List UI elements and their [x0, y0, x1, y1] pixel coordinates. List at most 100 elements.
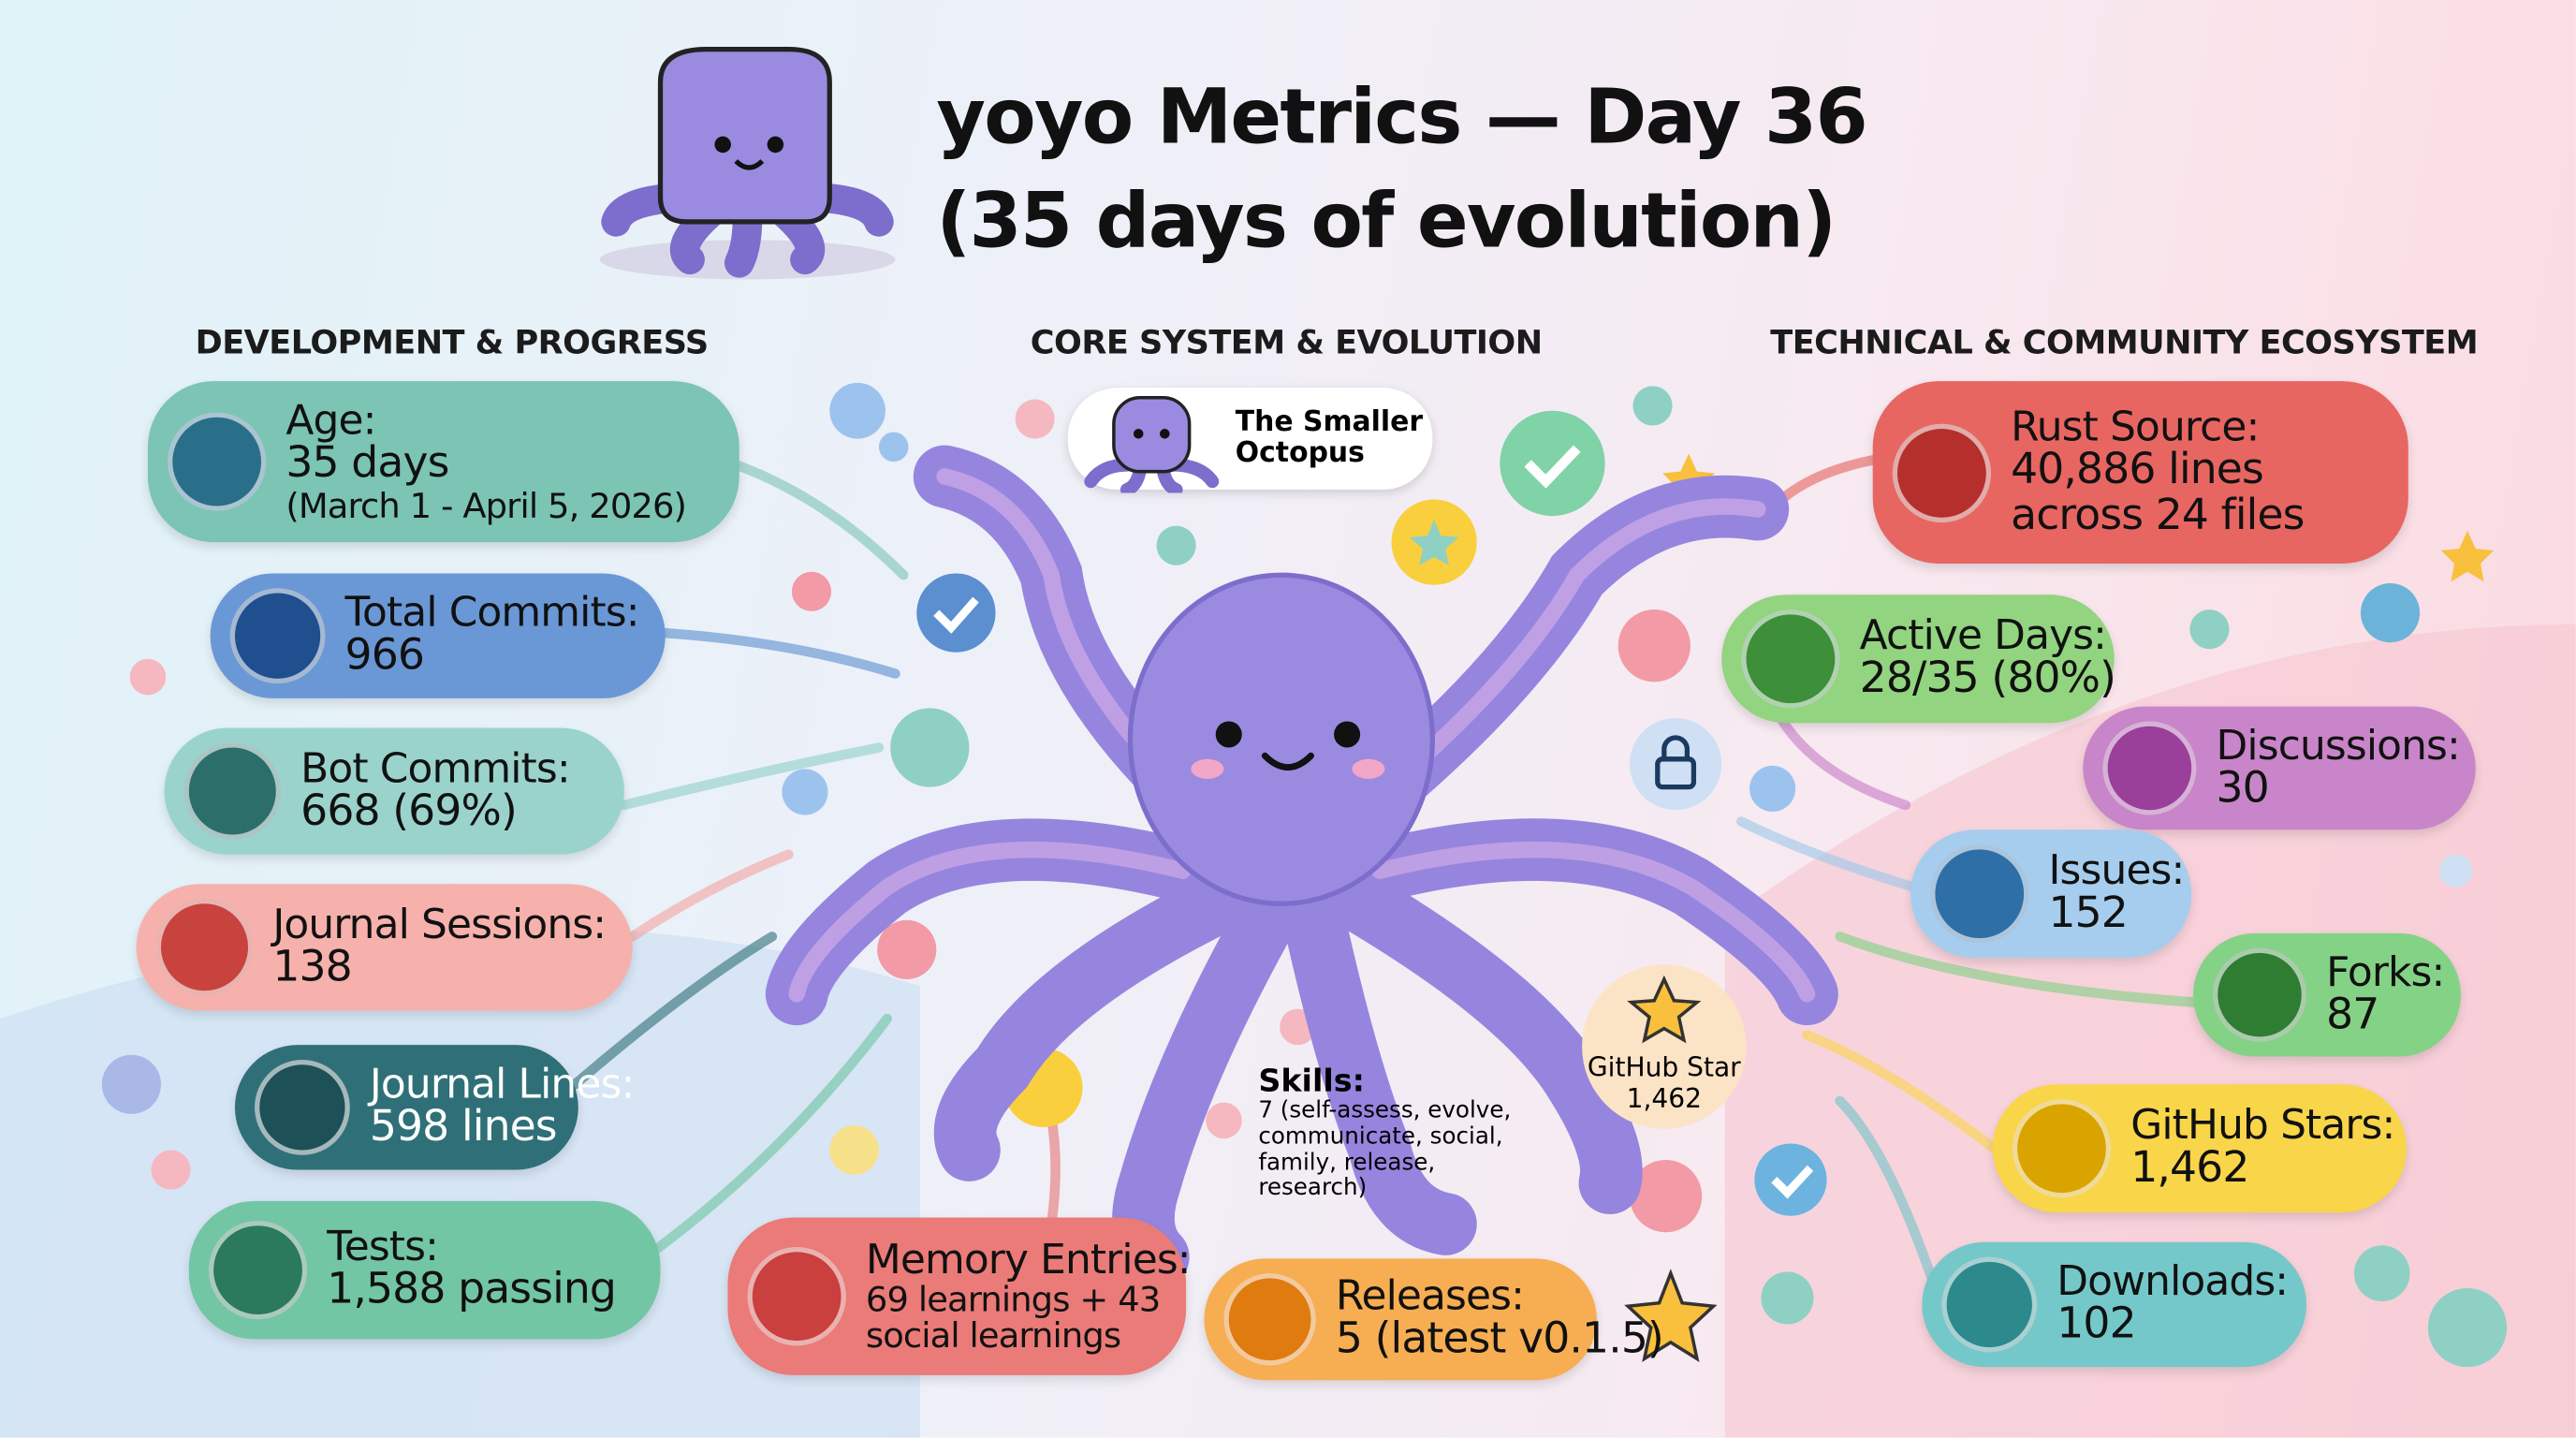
card-value: 35 days — [285, 439, 449, 490]
metric-card: GitHub Stars: 1,462 — [1992, 1084, 2408, 1213]
card-text: Age: 35 days (March 1 - April 5, 2026) — [285, 396, 687, 526]
bubbles — [101, 382, 2508, 1368]
star-icon — [1627, 975, 1702, 1044]
skills-line: family, release, — [1258, 1149, 1436, 1176]
card-value: 40,886 lines — [2011, 446, 2264, 495]
card-value: 102 — [2056, 1300, 2136, 1350]
card-label: Issues: — [2048, 846, 2185, 895]
card-icon — [2212, 947, 2307, 1042]
card-value: 1,588 passing — [327, 1266, 617, 1315]
section-heading: DEVELOPMENT & PROGRESS — [195, 321, 710, 362]
metric-card: Tests: 1,588 passing — [188, 1200, 661, 1340]
card-icon — [2012, 1099, 2112, 1198]
card-icon — [229, 588, 326, 684]
card-icon — [255, 1059, 350, 1155]
title: yoyo Metrics — Day 36 — [936, 72, 1867, 161]
card-label: Total Commits: — [344, 588, 640, 637]
card-value: 28/35 (80%) — [1859, 654, 2116, 704]
card-icon — [1941, 1256, 2038, 1353]
card-value: (March 1 - April 5, 2026) — [285, 486, 687, 526]
skills: Skills: 7 (self-assess, evolve, communic… — [1258, 1064, 1511, 1202]
card-text: Downloads: 102 — [2056, 1256, 2289, 1350]
badge-line: Octopus — [1235, 436, 1365, 470]
metric-card: Journal Lines: 598 lines — [234, 1045, 635, 1170]
card-text: Total Commits: 966 — [344, 588, 640, 682]
star-badge-line: 1,462 — [1626, 1082, 1703, 1115]
metric-card: Age: 35 days (March 1 - April 5, 2026) — [147, 381, 739, 543]
section-heading: CORE SYSTEM & EVOLUTION — [1030, 321, 1543, 362]
mascot-badge-text: The Smaller Octopus — [1236, 407, 1423, 469]
card-label: Active Days: — [1859, 611, 2107, 660]
metric-card: Rust Source: 40,886 lines across 24 files — [1872, 381, 2408, 564]
metric-card: Issues: 152 — [1910, 829, 2192, 959]
card-icon — [183, 742, 282, 840]
card-value: 598 lines — [369, 1103, 558, 1153]
card-label: Journal Lines: — [369, 1060, 635, 1108]
small-octopus — [599, 47, 896, 280]
card-label: GitHub Stars: — [2130, 1101, 2395, 1150]
card-label: Downloads: — [2056, 1256, 2289, 1305]
card-text: Journal Lines: 598 lines — [369, 1060, 635, 1153]
title: (35 days of evolution) — [936, 175, 1837, 265]
card-icon — [2102, 721, 2197, 815]
mini-octopus — [1084, 395, 1220, 493]
metric-card: Discussions: 30 — [2083, 706, 2476, 830]
card-label: Rust Source: — [2011, 403, 2260, 451]
skills-line: communicate, social, — [1258, 1123, 1503, 1151]
metric-card: Forks: 87 — [2192, 932, 2461, 1057]
badge-line: The Smaller — [1235, 405, 1424, 439]
metric-card: Downloads: 102 — [1922, 1241, 2307, 1368]
skills-line: research) — [1258, 1175, 1368, 1202]
card-text: Rust Source: 40,886 lines across 24 files — [2011, 403, 2305, 539]
card-value: 69 learnings + 43 — [865, 1280, 1161, 1320]
card-label: Journal Sessions: — [272, 900, 607, 948]
card-icon — [1223, 1273, 1316, 1366]
card-icon — [168, 412, 267, 511]
metric-card: Total Commits: 966 — [210, 573, 666, 698]
card-icon — [1892, 422, 1992, 522]
card-value: 966 — [344, 631, 425, 682]
card-text: Forks: 87 — [2326, 947, 2445, 1040]
card-icon — [208, 1220, 308, 1320]
card-text: Tests: 1,588 passing — [327, 1223, 617, 1315]
card-label: Discussions: — [2216, 720, 2460, 769]
card-label: Tests: — [327, 1223, 439, 1270]
section-heading: TECHNICAL & COMMUNITY ECOSYSTEM — [1770, 321, 2479, 362]
card-text: Active Days: 28/35 (80%) — [1859, 611, 2116, 704]
card-value: 5 (latest v0.1.5) — [1335, 1314, 1664, 1365]
skills-line: 7 (self-assess, evolve, — [1258, 1097, 1512, 1124]
card-text: Memory Entries: 69 learnings + 43 social l… — [865, 1235, 1192, 1357]
card-value: social learnings — [865, 1315, 1121, 1357]
card-icon — [1930, 844, 2029, 944]
star-badge-bg — [1582, 964, 1747, 1129]
card-value: 668 (69%) — [300, 786, 518, 837]
card-text: Journal Sessions: 138 — [272, 900, 607, 992]
card-value: 1,462 — [2130, 1144, 2249, 1194]
metric-card: Releases: 5 (latest v0.1.5) — [1204, 1258, 1664, 1381]
card-value: 152 — [2048, 889, 2128, 939]
mascot-badge: The Smaller Octopus — [1067, 388, 1433, 493]
metric-card: Journal Sessions: 138 — [136, 884, 633, 1011]
card-icon — [155, 898, 254, 996]
card-label: Memory Entries: — [865, 1235, 1192, 1284]
card-icon — [747, 1247, 846, 1346]
star-badge-line: GitHub Star — [1587, 1051, 1741, 1083]
card-label: Forks: — [2326, 947, 2445, 996]
card-text: Bot Commits: 668 (69%) — [300, 743, 570, 837]
skills-label: Skills: — [1258, 1063, 1365, 1100]
card-icon — [1741, 609, 1840, 709]
card-label: Releases: — [1335, 1271, 1525, 1320]
card-value: 138 — [272, 943, 352, 992]
card-value: 30 — [2216, 764, 2269, 814]
metric-card: Active Days: 28/35 (80%) — [1721, 594, 2116, 724]
card-value: 87 — [2326, 990, 2379, 1040]
card-label: Age: — [285, 396, 376, 445]
octopus — [765, 445, 1838, 1288]
card-text: Discussions: 30 — [2216, 720, 2460, 814]
metric-card: Bot Commits: 668 (69%) — [164, 727, 624, 855]
star-badge: GitHub Star 1,462 — [1588, 1051, 1741, 1114]
card-label: Bot Commits: — [300, 743, 570, 792]
card-text: Releases: 5 (latest v0.1.5) — [1335, 1271, 1664, 1365]
